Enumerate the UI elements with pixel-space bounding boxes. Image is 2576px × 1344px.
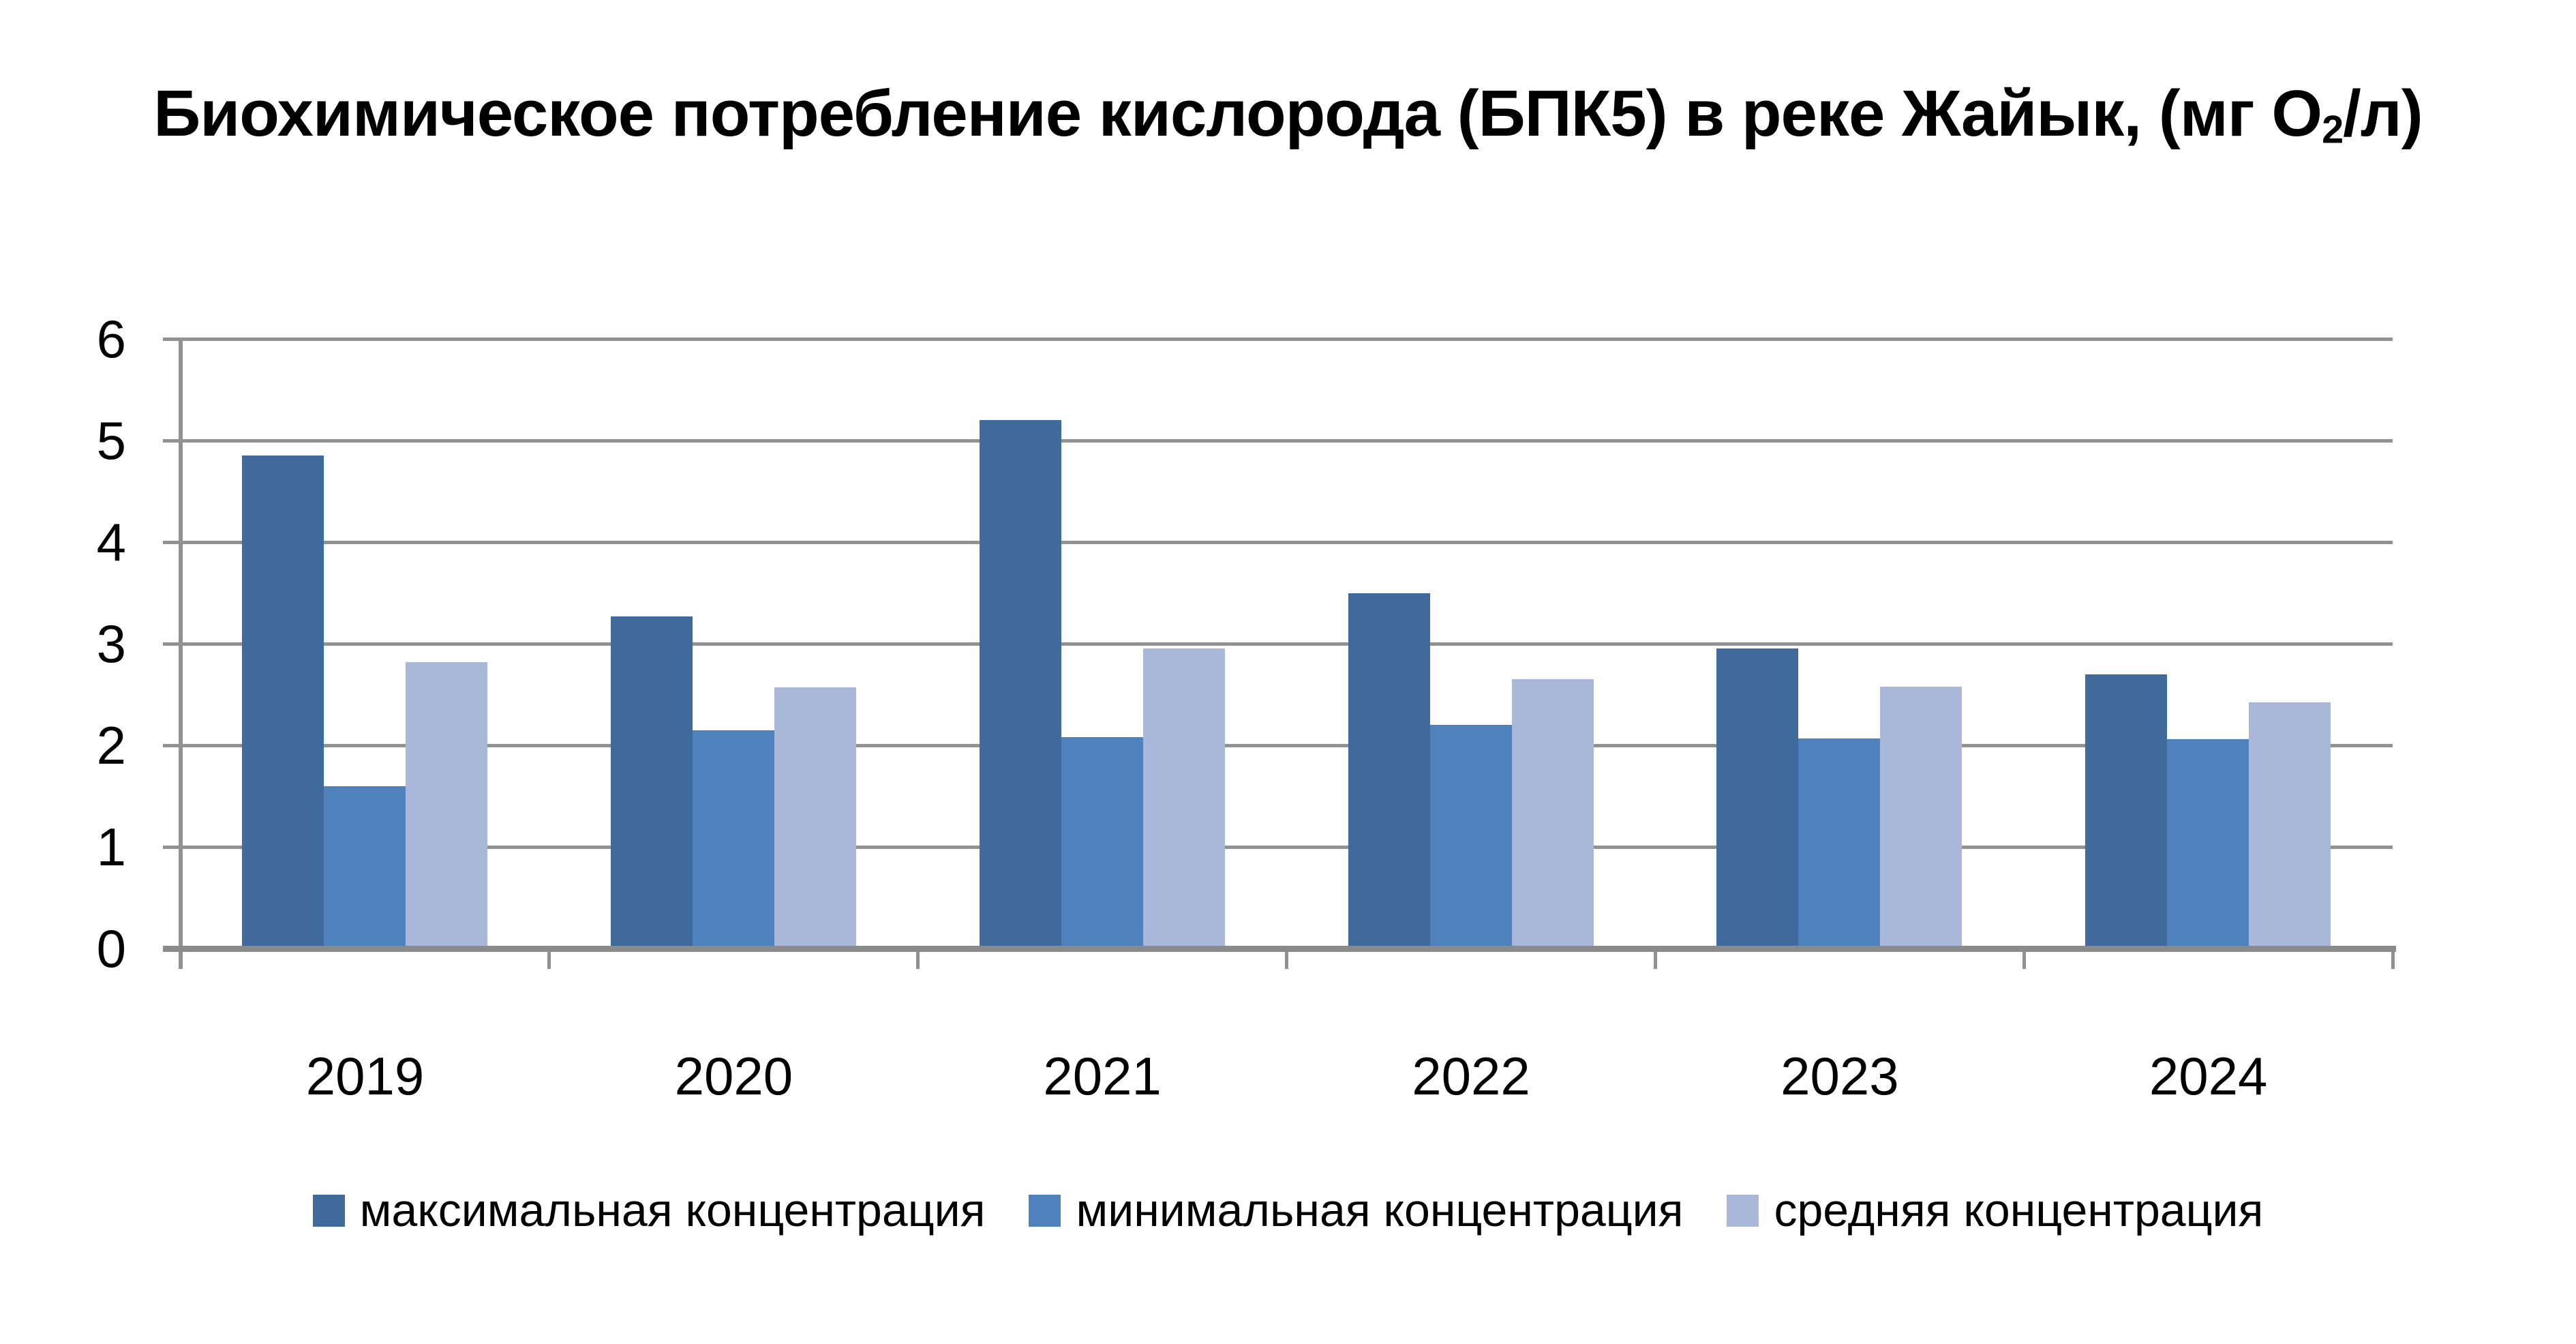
y-axis-label-0: 0	[96, 919, 126, 979]
x-axis-tick-4	[1653, 949, 1657, 969]
bar-avg-2019	[406, 661, 487, 949]
y-axis-line	[179, 339, 183, 969]
x-label-2023: 2023	[1781, 1046, 1899, 1106]
legend-label-max: максимальная концентрация	[359, 1184, 986, 1236]
x-axis-tick-1	[547, 949, 551, 969]
gridline-6	[163, 338, 2393, 341]
bar-max-2022	[1348, 593, 1430, 949]
x-axis-tick-5	[2022, 949, 2026, 969]
legend-swatch-avg	[1727, 1194, 1759, 1227]
bar-avg-2020	[774, 687, 856, 949]
legend: максимальная концентрация минимальная кон…	[0, 1184, 2576, 1237]
bar-avg-2023	[1880, 686, 1963, 949]
x-axis-tick-2	[916, 949, 920, 969]
gridline-3	[163, 642, 2393, 646]
y-axis-label-3: 3	[96, 614, 126, 674]
bar-min-2023	[1798, 738, 1881, 949]
bar-min-2024	[2167, 739, 2249, 949]
chart-title: Биохимическое потребление кислорода (БПК…	[0, 76, 2576, 153]
gridline-4	[163, 541, 2393, 544]
legend-swatch-min	[1029, 1194, 1061, 1227]
legend-item-max: максимальная концентрация	[312, 1184, 986, 1237]
bar-avg-2021	[1142, 648, 1225, 949]
x-axis-line	[163, 946, 2396, 952]
bar-min-2019	[324, 786, 406, 949]
chart-title-text: Биохимическое потребление кислорода (БПК…	[153, 77, 2322, 150]
legend-label-avg: средняя концентрация	[1774, 1184, 2264, 1236]
x-label-2021: 2021	[1043, 1046, 1162, 1106]
x-axis-tick-3	[1285, 949, 1288, 969]
x-label-2020: 2020	[674, 1046, 793, 1106]
y-axis-label-6: 6	[96, 309, 126, 369]
bar-max-2020	[610, 616, 693, 949]
gridline-5	[163, 439, 2393, 443]
bar-min-2020	[692, 730, 774, 949]
chart-title-suffix: /л)	[2343, 77, 2423, 150]
y-axis-label-4: 4	[96, 512, 126, 572]
bar-avg-2024	[2249, 702, 2331, 949]
chart-title-subscript: 2	[2322, 108, 2344, 152]
y-axis-label-5: 5	[96, 410, 126, 471]
bar-min-2022	[1429, 725, 1512, 949]
plot-area: 0 1 2 3 4 5 6 2019 2020 2021 2022 2023 2024	[97, 309, 2396, 1106]
x-label-2024: 2024	[2149, 1046, 2268, 1106]
bar-max-2023	[1716, 648, 1799, 949]
gridline-1	[163, 846, 2393, 849]
legend-swatch-max	[312, 1194, 345, 1227]
y-axis-label-2: 2	[96, 715, 126, 775]
x-axis-tick-6	[2391, 949, 2395, 969]
legend-item-avg: средняя концентрация	[1727, 1184, 2263, 1237]
legend-item-min: минимальная концентрация	[1029, 1184, 1683, 1237]
legend-label-min: минимальная концентрация	[1076, 1184, 1684, 1236]
bar-min-2021	[1061, 737, 1143, 949]
bar-max-2024	[2085, 674, 2168, 949]
bar-avg-2022	[1511, 679, 1594, 949]
bar-max-2019	[242, 456, 324, 949]
y-axis-label-1: 1	[96, 817, 126, 877]
gridline-2	[163, 744, 2393, 747]
x-label-2019: 2019	[305, 1046, 425, 1106]
x-label-2022: 2022	[1412, 1046, 1530, 1106]
bar-max-2021	[979, 420, 1061, 949]
